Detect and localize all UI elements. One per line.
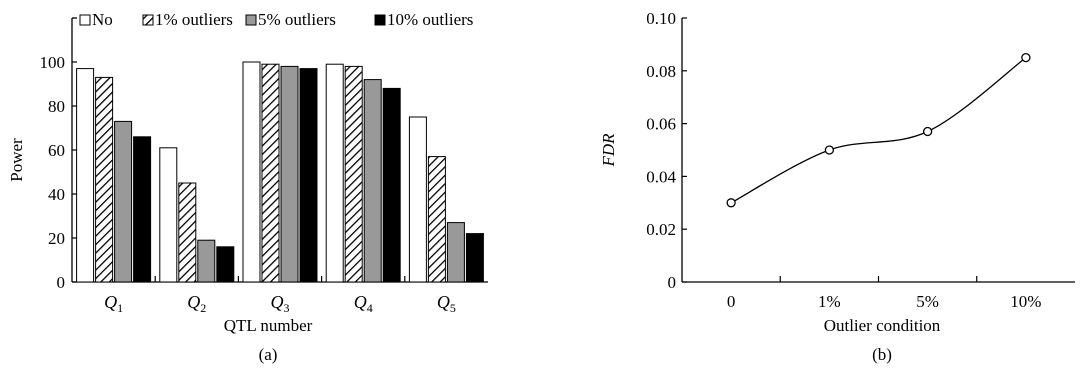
line-chart-xticks: 0 1% 5% 10% bbox=[727, 276, 1041, 311]
bar-chart-xtick-main: Q bbox=[187, 292, 200, 312]
line-chart-panel: 0 0.02 0.04 0.06 0.08 0.10 0 1% 5% 10% Outlier c… bbox=[599, 9, 1075, 364]
legend-swatch bbox=[245, 14, 257, 26]
bar-chart-xtick-label: Q4 bbox=[354, 292, 373, 315]
bar-chart-xtick-main: Q bbox=[271, 292, 284, 312]
bar bbox=[95, 76, 114, 283]
bar-chart-bars bbox=[76, 61, 484, 283]
bar-chart-xtick-sub: 2 bbox=[200, 301, 206, 315]
line-point bbox=[726, 198, 736, 208]
bar-chart-xtick-main: Q bbox=[354, 292, 367, 312]
line-chart-ytick-label: 0.10 bbox=[646, 9, 676, 28]
bar-chart-xtick-main: Q bbox=[437, 292, 450, 312]
bar bbox=[299, 68, 318, 283]
legend-label: No bbox=[92, 10, 113, 29]
bar bbox=[114, 120, 133, 283]
bar-chart-xtick-sub: 1 bbox=[117, 301, 123, 315]
line-chart-ytick-label: 0.04 bbox=[646, 167, 676, 186]
bar-chart-ylabel: Power bbox=[7, 138, 26, 182]
legend-swatch bbox=[374, 14, 386, 26]
legend-label: 10% outliers bbox=[387, 10, 473, 29]
bar-chart-ytick-label: 60 bbox=[48, 141, 65, 160]
line-chart-ytick-label: 0.08 bbox=[646, 62, 676, 81]
bar-chart-ytick-label: 40 bbox=[48, 185, 65, 204]
bar bbox=[382, 87, 401, 283]
bar-chart-xlabel: QTL number bbox=[224, 316, 313, 335]
line-chart-yticks: 0 0.02 0.04 0.06 0.08 0.10 bbox=[646, 9, 687, 292]
legend-swatch bbox=[142, 14, 154, 26]
bar-chart-panel-label: (a) bbox=[259, 345, 278, 364]
line-chart-ytick-label: 0.02 bbox=[646, 220, 676, 239]
line-chart-series bbox=[726, 52, 1031, 208]
line-chart-ytick-label: 0.06 bbox=[646, 115, 676, 134]
line-chart-xtick-label: 10% bbox=[1010, 292, 1041, 311]
bar-chart-ytick-label: 80 bbox=[48, 97, 65, 116]
line-chart-axes bbox=[681, 18, 1075, 283]
line-chart-ytick-label: 0 bbox=[668, 273, 677, 292]
bar-chart-legend: No 1% outliers 5% outliers 10% outliers bbox=[79, 10, 473, 29]
bar bbox=[465, 233, 484, 283]
line-point bbox=[1021, 52, 1031, 63]
bar bbox=[76, 68, 95, 283]
bar-chart-ytick-label: 20 bbox=[48, 229, 65, 248]
bar bbox=[408, 116, 427, 283]
bar-chart-xtick-sub: 3 bbox=[284, 301, 290, 315]
legend-label: 5% outliers bbox=[258, 10, 336, 29]
bar bbox=[325, 63, 344, 283]
bar bbox=[344, 65, 363, 283]
legend-swatch bbox=[79, 14, 91, 26]
line-chart-panel-label: (b) bbox=[872, 345, 892, 364]
bar bbox=[197, 239, 216, 283]
bar-chart-xtick-label: Q3 bbox=[271, 292, 290, 315]
bar bbox=[446, 222, 465, 283]
line-chart-xtick-label: 1% bbox=[818, 292, 841, 311]
bar bbox=[427, 156, 446, 283]
bar bbox=[261, 63, 280, 283]
bar bbox=[159, 147, 178, 283]
bar bbox=[242, 61, 261, 283]
line-chart-ylabel: FDR bbox=[599, 133, 618, 168]
line-point bbox=[824, 145, 835, 155]
bar-chart-xtick-sub: 5 bbox=[450, 301, 456, 315]
bar-chart-ytick-label: 100 bbox=[40, 53, 66, 72]
bar bbox=[178, 182, 197, 283]
bar-chart-ytick-label: 0 bbox=[57, 273, 66, 292]
bar-chart-xtick-sub: 4 bbox=[367, 301, 373, 315]
bar bbox=[363, 79, 382, 283]
line-chart-xtick-label: 5% bbox=[916, 292, 939, 311]
line-point bbox=[922, 126, 933, 137]
bar-chart-yticks: 0 20 40 60 80 100 bbox=[40, 53, 77, 292]
bar-chart-xtick-main: Q bbox=[104, 292, 117, 312]
bar-chart-xtick-label: Q1 bbox=[104, 292, 123, 315]
bar bbox=[280, 65, 299, 283]
bar-chart-xtick-label: Q5 bbox=[437, 292, 456, 315]
line-series-curve bbox=[730, 57, 1027, 204]
line-chart-xtick-label: 0 bbox=[727, 292, 736, 311]
bar bbox=[133, 136, 152, 283]
bar-chart-xtick-label: Q2 bbox=[187, 292, 206, 315]
line-chart-xlabel: Outlier condition bbox=[824, 316, 941, 335]
legend-label: 1% outliers bbox=[155, 10, 233, 29]
bar-chart-xticks: Q1 Q2 Q3 Q4 Q5 bbox=[104, 276, 456, 315]
bar bbox=[216, 246, 235, 283]
